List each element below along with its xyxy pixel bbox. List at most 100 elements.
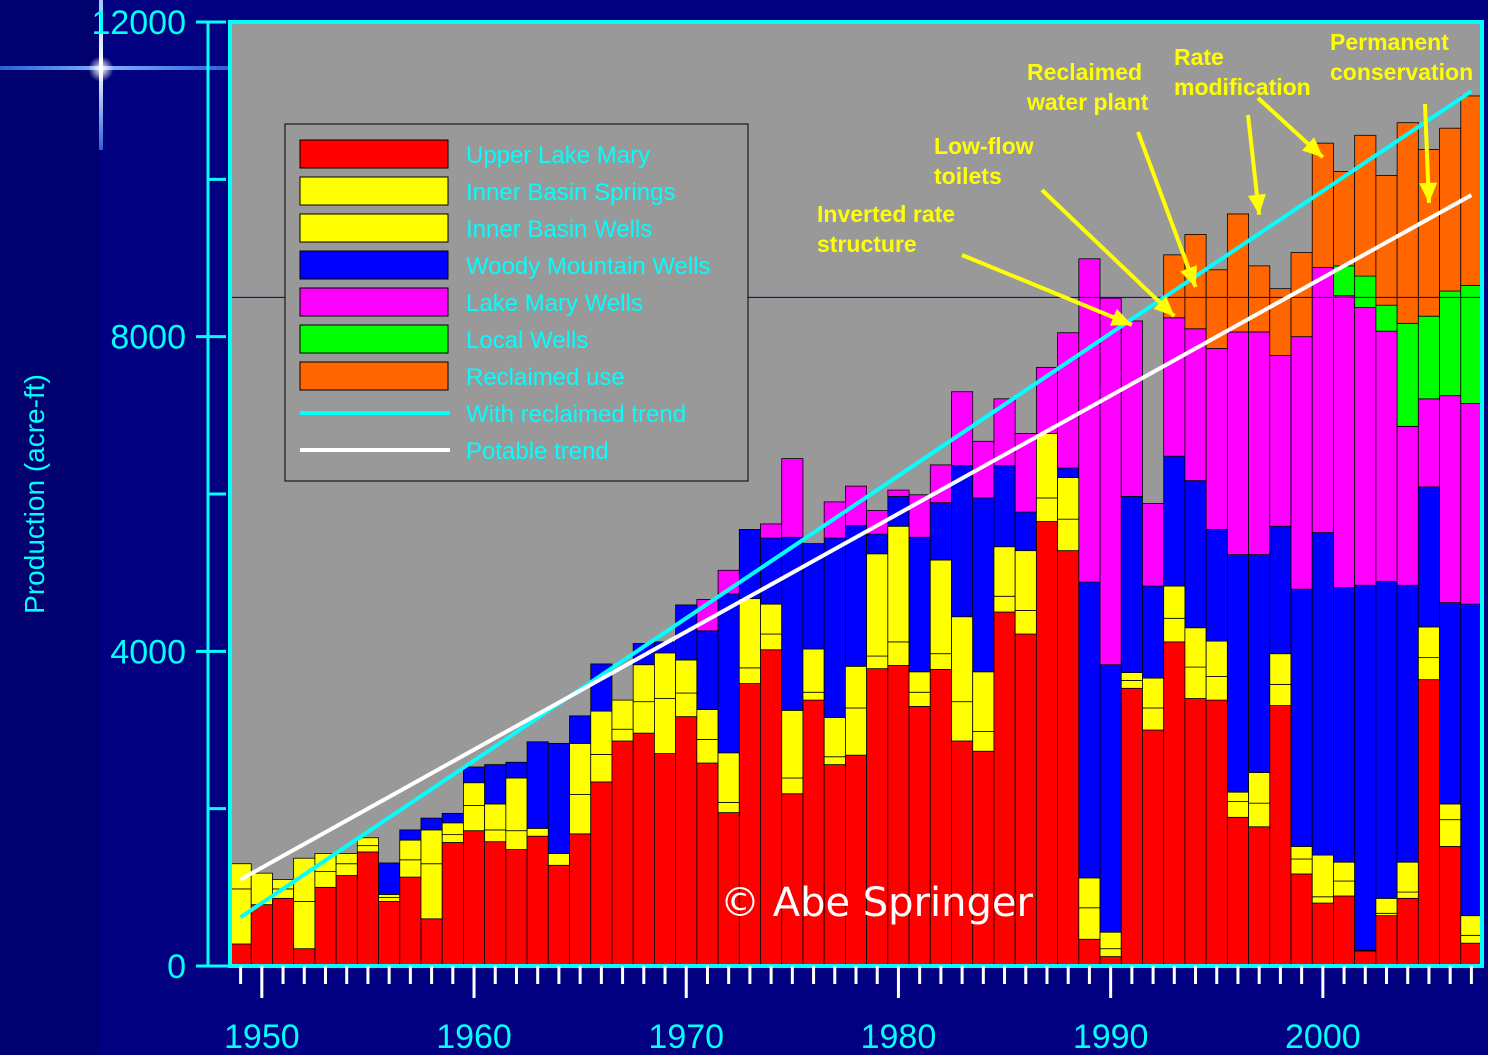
x-tick-label: 1970 <box>648 1018 724 1055</box>
bar-upper-lake-mary <box>1311 902 1334 967</box>
bar-upper-lake-mary <box>314 886 337 967</box>
bar-inner-basin-springs <box>929 653 952 670</box>
bar-inner-basin-wells <box>1460 915 1483 936</box>
bar-reclaimed-use <box>1460 95 1483 286</box>
bar-inner-basin-springs <box>335 863 358 876</box>
bar-inner-basin-springs <box>1142 707 1165 731</box>
annotation-arrow-head <box>1109 308 1132 326</box>
annotation-arrow-head <box>1153 295 1175 317</box>
bar-inner-basin-wells <box>1226 791 1249 802</box>
bar-woody-mountain-wells <box>547 742 570 854</box>
bar-inner-basin-springs <box>569 794 592 835</box>
bar-reclaimed-use <box>1226 213 1249 333</box>
legend-label: Inner Basin Springs <box>466 179 675 206</box>
bar-inner-basin-springs <box>1333 880 1356 897</box>
bar-woody-mountain-wells <box>1439 602 1462 805</box>
bar-inner-basin-wells <box>1099 931 1122 950</box>
bar-inner-basin-springs <box>293 901 316 950</box>
bar-woody-mountain-wells <box>993 465 1016 548</box>
bar-lake-mary-wells <box>1120 320 1143 497</box>
legend-swatch <box>299 324 449 354</box>
legend-label: With reclaimed trend <box>466 401 686 428</box>
bar-inner-basin-springs <box>972 731 995 752</box>
bar-inner-basin-springs <box>1439 819 1462 847</box>
bar-inner-basin-wells <box>1290 846 1313 860</box>
bar-woody-mountain-wells <box>463 766 486 784</box>
bar-inner-basin-springs <box>463 805 486 832</box>
bar-upper-lake-mary <box>229 943 252 967</box>
bar-upper-lake-mary <box>1120 687 1143 967</box>
bar-inner-basin-springs <box>1078 907 1101 940</box>
bar-woody-mountain-wells <box>908 536 931 673</box>
bar-woody-mountain-wells <box>1163 455 1186 587</box>
bar-lake-mary-wells <box>993 398 1016 467</box>
bar-inner-basin-springs <box>1460 934 1483 944</box>
bar-upper-lake-mary <box>1226 816 1249 967</box>
bar-local-wells <box>1417 315 1440 400</box>
bar-inner-basin-springs <box>1396 891 1419 899</box>
bar-upper-lake-mary <box>1035 521 1058 967</box>
bar-inner-basin-springs <box>1184 666 1207 699</box>
x-tick-label: 1960 <box>436 1018 512 1055</box>
bar-inner-basin-wells <box>1078 877 1101 909</box>
bar-upper-lake-mary <box>1417 679 1440 967</box>
trend-lines <box>239 89 1473 919</box>
annotation-arrow <box>1136 131 1198 288</box>
bar-upper-lake-mary <box>611 740 634 967</box>
bar-inner-basin-springs <box>526 827 549 837</box>
bar-lake-mary-wells <box>1417 398 1440 488</box>
bar-upper-lake-mary <box>1439 846 1462 967</box>
bar-upper-lake-mary <box>1333 895 1356 967</box>
with-reclaimed-trend-line <box>239 89 1473 919</box>
bar-inner-basin-wells <box>356 837 379 847</box>
bar-inner-basin-springs <box>1057 518 1080 552</box>
y-tick-label: 8000 <box>110 319 186 357</box>
legend-label: Inner Basin Wells <box>466 216 652 243</box>
bar-upper-lake-mary <box>908 706 931 967</box>
bar-woody-mountain-wells <box>1396 584 1419 863</box>
bar-inner-basin-wells <box>1396 861 1419 893</box>
bar-inner-basin-wells <box>1269 653 1292 685</box>
bar-upper-lake-mary <box>356 851 379 967</box>
bar-inner-basin-springs <box>738 667 761 684</box>
bar-woody-mountain-wells <box>866 533 889 555</box>
bar-upper-lake-mary <box>420 918 443 967</box>
legend-swatch <box>299 287 449 317</box>
bar-inner-basin-wells <box>781 709 804 779</box>
bar-woody-mountain-wells <box>738 529 761 600</box>
bar-inner-basin-wells <box>1142 677 1165 709</box>
bar-woody-mountain-wells <box>1311 532 1334 856</box>
bar-inner-basin-wells <box>1375 897 1398 914</box>
legend-label: Upper Lake Mary <box>466 142 650 169</box>
bar-inner-basin-wells <box>696 709 719 740</box>
bar-inner-basin-wells <box>1333 861 1356 882</box>
bar-upper-lake-mary <box>335 875 358 967</box>
bar-inner-basin-wells <box>866 553 889 657</box>
bar-reclaimed-use <box>1396 122 1419 324</box>
bar-local-wells <box>1396 322 1419 427</box>
bar-inner-basin-wells <box>717 752 740 803</box>
bar-inner-basin-wells <box>951 616 974 703</box>
bar-upper-lake-mary <box>823 764 846 967</box>
bar-inner-basin-springs <box>1163 617 1186 643</box>
bar-inner-basin-springs <box>781 777 804 795</box>
bar-local-wells <box>1460 285 1483 404</box>
annotations: Inverted rate structure Low-flow toilets Rec… <box>817 29 1473 327</box>
bar-inner-basin-wells <box>823 717 846 758</box>
bar-lake-mary-wells <box>1396 425 1419 586</box>
bar-upper-lake-mary <box>1290 873 1313 967</box>
bar-woody-mountain-wells <box>1014 511 1037 552</box>
y-tick-label: 0 <box>167 948 186 986</box>
bar-inner-basin-springs <box>887 641 910 666</box>
bar-inner-basin-wells <box>632 664 655 703</box>
bar-inner-basin-springs <box>1311 896 1334 904</box>
bar-inner-basin-springs <box>1014 610 1037 635</box>
bar-woody-mountain-wells <box>717 593 740 754</box>
bar-inner-basin-wells <box>1163 585 1186 619</box>
y-axis: 0 4000 8000 12000 <box>91 4 226 986</box>
slide-side-panel <box>0 0 98 1055</box>
bar-woody-mountain-wells <box>1375 580 1398 899</box>
legend-swatch <box>299 176 449 206</box>
bar-inner-basin-wells <box>569 742 592 795</box>
